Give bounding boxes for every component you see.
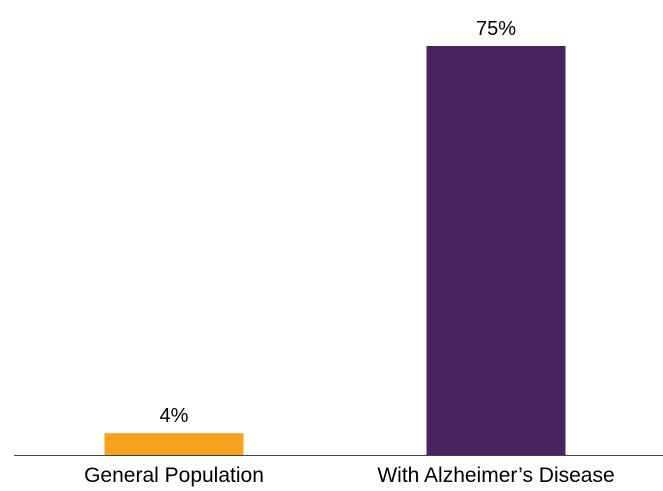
bar-0 (104, 433, 244, 455)
bars-group (104, 46, 566, 455)
data-label-1: 75% (476, 18, 516, 40)
x-tick-labels-group: General Population With Alzheimer’s Disea… (84, 464, 615, 487)
data-labels-group: 4% 75% (160, 18, 517, 427)
data-label-0: 4% (160, 405, 189, 427)
x-tick-label-0: General Population (84, 464, 264, 487)
x-tick-label-1: With Alzheimer’s Disease (377, 464, 614, 487)
bar-1 (426, 46, 566, 455)
